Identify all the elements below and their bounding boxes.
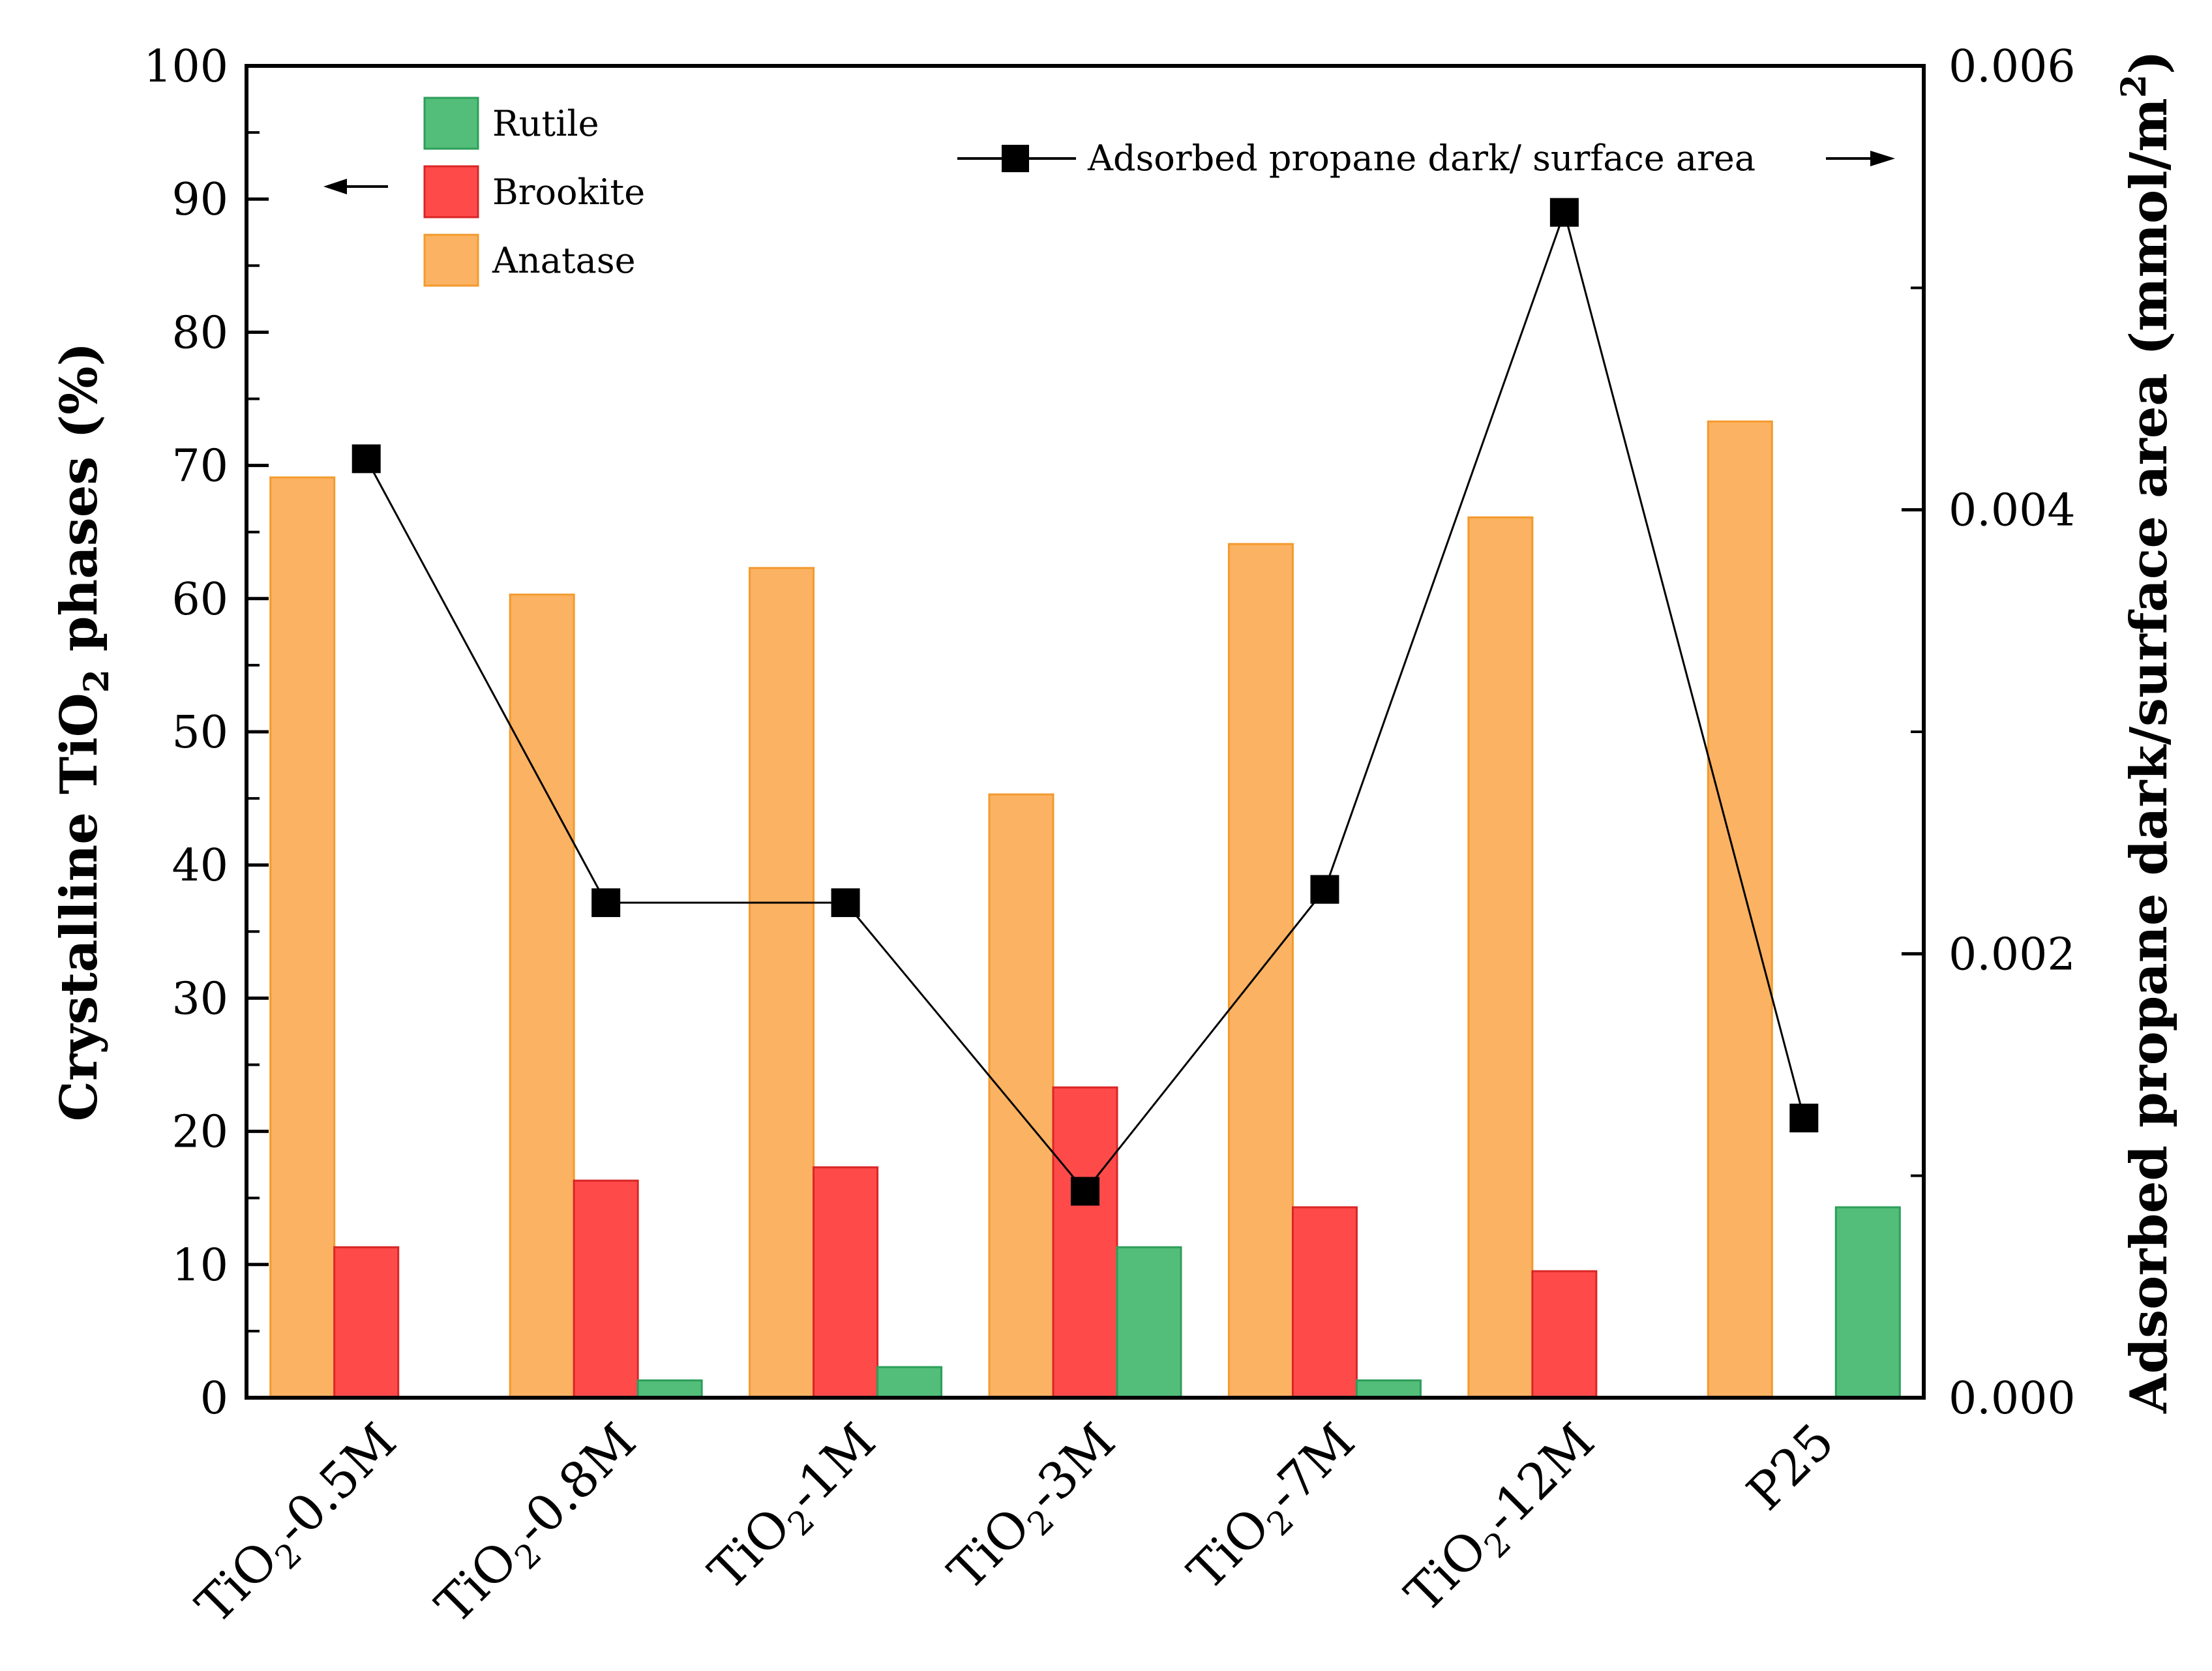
bar-rutile-1 (636, 1379, 703, 1399)
adsorbed-propane-marker-4 (1310, 875, 1339, 904)
legend-line-marker (1002, 145, 1029, 172)
bar-brookite-2 (813, 1166, 879, 1399)
legend-layer: Rutile Brookite Anatase Adsorbed propane da… (323, 97, 1895, 287)
left-tick-label-1: 10 (172, 1240, 228, 1291)
bar-anatase-2 (749, 567, 815, 1399)
bar-anatase-5 (1467, 516, 1534, 1399)
category-label-3: TiO2-3M (937, 1412, 1131, 1606)
line-layer (351, 198, 1819, 1206)
legend-label-rutile: Rutile (492, 103, 599, 144)
adsorbed-propane-line (365, 209, 1805, 1193)
right-tick-label-3: 0.006 (1949, 41, 2076, 93)
category-label-0: TiO2-0.5M (185, 1412, 413, 1640)
legend-swatch-rutile (423, 97, 479, 150)
right-axis-arrow-icon (1870, 151, 1895, 166)
left-tick-label-9: 90 (172, 174, 228, 226)
bar-brookite-1 (573, 1179, 639, 1399)
category-label-1: TiO2-0.8M (425, 1412, 653, 1640)
legend-swatch-brookite (423, 165, 479, 218)
left-tick-label-0: 0 (200, 1373, 228, 1424)
bar-rutile-6 (1834, 1206, 1901, 1399)
left-tick-label-7: 70 (172, 441, 228, 492)
bar-anatase-1 (509, 594, 575, 1399)
right-axis-title-main: Adsorbed propane dark/surface area (mmol… (2119, 98, 2179, 1414)
right-tick-label-1: 0.002 (1949, 929, 2076, 980)
bar-brookite-4 (1291, 1206, 1358, 1399)
axes-layer: 0 10 20 30 40 50 60 70 80 90 100 0.000 0.002 0.004 0.0… (50, 41, 2179, 1424)
left-axis-title: Crystalline TiO2 phases (%) (50, 342, 117, 1122)
right-tick-label-0: 0.000 (1949, 1373, 2076, 1424)
bar-rutile-4 (1355, 1379, 1422, 1399)
category-label-5: TiO2-12M (1394, 1412, 1611, 1629)
left-tick-label-4: 40 (172, 840, 228, 892)
right-axis-title-rest: ) (2119, 50, 2179, 74)
adsorbed-propane-marker-6 (1789, 1104, 1819, 1133)
right-tick-label-2: 0.004 (1949, 485, 2076, 537)
left-axis-arrow-icon (323, 179, 347, 194)
right-axis-title-sup: 2 (2114, 74, 2154, 98)
category-label-4: TiO2-7M (1176, 1412, 1371, 1606)
bar-anatase-3 (988, 793, 1054, 1399)
legend-label-anatase: Anatase (492, 240, 636, 281)
right-axis-title: Adsorbed propane dark/surface area (mmol… (2114, 50, 2179, 1414)
bar-rutile-2 (876, 1366, 943, 1399)
left-tick-label-5: 50 (172, 707, 228, 759)
left-tick-label-8: 80 (172, 307, 228, 359)
bar-anatase-0 (269, 476, 336, 1399)
category-label-6: P25 (1736, 1412, 1845, 1521)
left-tick-label-6: 60 (172, 574, 228, 625)
legend-label-adsorbed: Adsorbed propane dark/ surface area (1087, 138, 1756, 179)
category-label-rest-0: -0.5M (263, 1412, 408, 1557)
left-tick-label-2: 20 (172, 1107, 228, 1158)
category-label-2: TiO2-1M (697, 1412, 891, 1606)
legend-label-brookite: Brookite (492, 172, 645, 213)
bar-brookite-3 (1052, 1086, 1118, 1399)
left-tick-label-3: 30 (172, 973, 228, 1025)
left-tick-label-10: 100 (143, 41, 228, 93)
adsorbed-propane-marker-2 (831, 888, 860, 918)
bar-brookite-5 (1531, 1270, 1598, 1399)
legend-swatch-anatase (423, 233, 479, 287)
left-axis-title-rest: phases (%) (50, 342, 109, 669)
bar-brookite-0 (333, 1246, 400, 1399)
category-label-rest-1: -0.8M (502, 1412, 647, 1557)
adsorbed-propane-marker-0 (351, 444, 381, 474)
left-axis-title-main: Crystalline TiO (50, 693, 109, 1121)
adsorbed-propane-marker-5 (1549, 198, 1579, 227)
adsorbed-propane-marker-3 (1071, 1177, 1099, 1206)
bar-anatase-6 (1707, 420, 1773, 1399)
bars-layer (269, 420, 1901, 1399)
category-label-main-6: P25 (1736, 1412, 1845, 1521)
bar-rutile-3 (1116, 1246, 1182, 1399)
adsorbed-propane-marker-1 (591, 888, 621, 918)
left-axis-title-sub: 2 (77, 669, 117, 693)
